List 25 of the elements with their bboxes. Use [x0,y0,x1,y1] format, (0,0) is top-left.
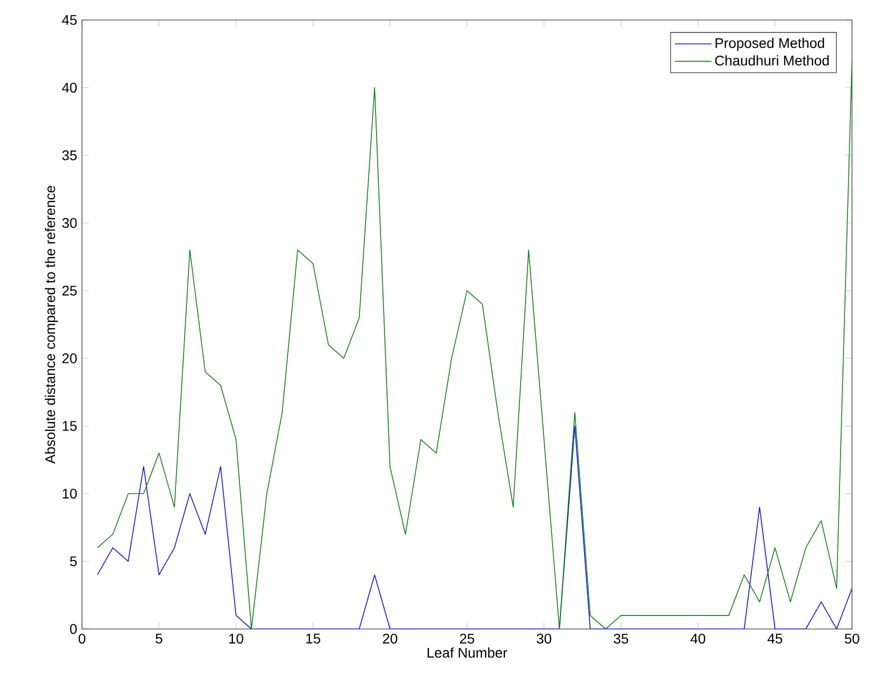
y-tick-label: 10 [62,488,77,499]
x-tick-label: 15 [306,634,320,644]
y-tick-label: 35 [62,150,77,160]
x-tick-label: 35 [614,634,628,644]
x-tick-label: 50 [844,634,860,644]
x-axis-title: Leaf Number [428,647,508,658]
x-tick-label: 45 [768,634,782,644]
x-tick-label: 0 [78,634,86,644]
x-tick-label: 30 [536,634,552,644]
x-tick-label: 40 [690,634,706,644]
y-tick-label: 0 [70,624,77,634]
x-tick-label: 25 [460,634,474,644]
legend-label: Proposed Method [716,38,824,51]
legend-label: Chaudhuri Method [715,55,829,66]
y-tick-label: 25 [62,286,77,296]
y-tick-label: 5 [70,556,77,566]
y-tick-label: 20 [62,353,77,364]
y-tick-label: 30 [62,218,77,228]
y-tick-label: 40 [62,82,77,93]
x-tick-label: 5 [156,634,162,644]
y-axis-title: Absolute distance compared to the reference [44,186,58,464]
x-tick-label: 20 [382,634,398,644]
y-tick-label: 15 [62,421,77,431]
y-tick-label: 45 [62,15,77,25]
x-tick-label: 10 [229,634,244,644]
